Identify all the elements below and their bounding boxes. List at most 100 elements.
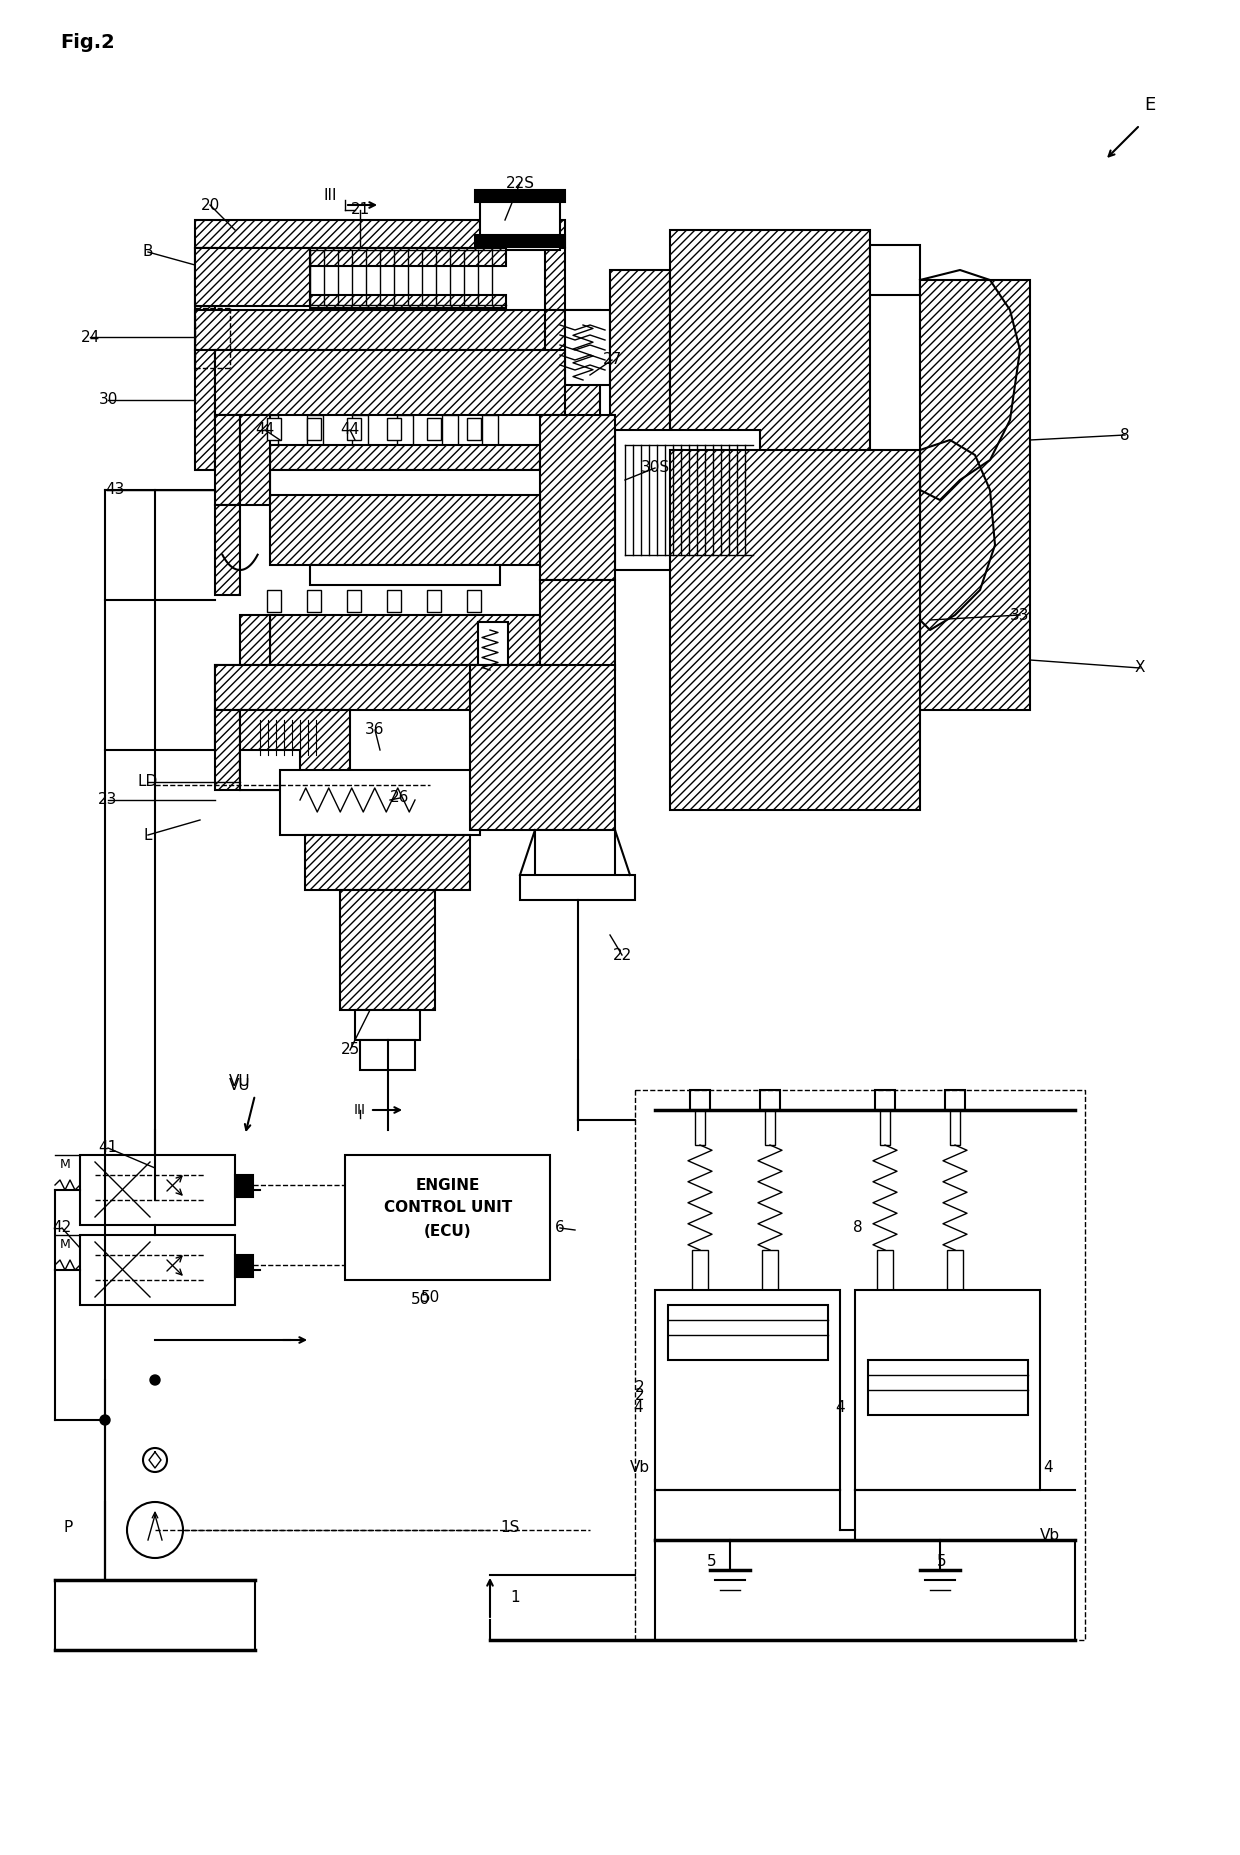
Bar: [215, 710, 241, 790]
Text: 33: 33: [1011, 607, 1029, 623]
Bar: [441, 416, 458, 445]
Bar: [765, 1109, 775, 1145]
Bar: [195, 310, 565, 351]
Bar: [692, 1250, 708, 1289]
Bar: [267, 590, 281, 612]
Bar: [270, 616, 539, 664]
Text: 41: 41: [98, 1141, 118, 1156]
Text: 22: 22: [613, 948, 631, 963]
Bar: [689, 1091, 711, 1109]
Text: M: M: [60, 1239, 71, 1252]
Text: M: M: [60, 1159, 71, 1172]
Text: 8: 8: [1120, 427, 1130, 443]
Text: 1S: 1S: [500, 1521, 520, 1536]
Bar: [215, 664, 565, 710]
Bar: [397, 416, 413, 445]
Text: 50: 50: [410, 1293, 429, 1308]
Text: 21: 21: [351, 202, 370, 217]
Bar: [875, 1091, 895, 1109]
Bar: [950, 1109, 960, 1145]
Bar: [610, 271, 670, 490]
Text: 43: 43: [105, 482, 125, 497]
Bar: [345, 1156, 551, 1280]
Bar: [360, 1041, 415, 1070]
Bar: [856, 1289, 1040, 1490]
Bar: [670, 230, 870, 549]
Bar: [195, 249, 310, 306]
Bar: [427, 417, 441, 440]
Text: (ECU): (ECU): [424, 1224, 471, 1239]
Text: 5: 5: [937, 1554, 947, 1569]
Bar: [267, 417, 281, 440]
Bar: [546, 310, 600, 440]
Text: VU: VU: [229, 1078, 250, 1093]
Bar: [270, 469, 546, 501]
Bar: [308, 416, 322, 445]
Bar: [539, 416, 615, 581]
Bar: [81, 1235, 236, 1306]
Text: 8: 8: [853, 1221, 863, 1235]
Bar: [215, 416, 241, 505]
Bar: [870, 245, 920, 295]
Bar: [668, 1306, 828, 1360]
Bar: [308, 590, 321, 612]
Text: 2: 2: [635, 1380, 645, 1395]
Bar: [195, 221, 565, 249]
Bar: [241, 616, 270, 664]
Text: Vb: Vb: [1040, 1527, 1060, 1543]
Circle shape: [143, 1449, 167, 1473]
Bar: [467, 417, 481, 440]
Bar: [241, 710, 350, 790]
Bar: [340, 890, 435, 1009]
Text: 5: 5: [707, 1554, 717, 1569]
Text: E: E: [1145, 96, 1156, 113]
Bar: [427, 590, 441, 612]
Circle shape: [126, 1503, 184, 1558]
Text: Vb: Vb: [630, 1460, 650, 1475]
Bar: [347, 417, 361, 440]
Bar: [241, 749, 300, 790]
Bar: [280, 770, 480, 835]
Bar: [475, 236, 565, 247]
Bar: [308, 417, 321, 440]
Text: X: X: [1135, 660, 1146, 675]
Text: 25: 25: [340, 1043, 360, 1057]
Bar: [880, 1109, 890, 1145]
Bar: [615, 430, 760, 569]
Bar: [467, 590, 481, 612]
Bar: [215, 664, 241, 749]
Bar: [475, 189, 565, 202]
Bar: [920, 280, 1030, 710]
Bar: [868, 1360, 1028, 1415]
Text: 36: 36: [366, 722, 384, 738]
Bar: [310, 566, 500, 584]
Text: 4: 4: [1043, 1460, 1053, 1475]
Bar: [877, 1250, 893, 1289]
Text: Fig.2: Fig.2: [60, 33, 115, 52]
Text: 20: 20: [201, 197, 219, 213]
Bar: [470, 664, 615, 829]
Bar: [694, 1109, 706, 1145]
Text: 4: 4: [634, 1401, 642, 1415]
Bar: [763, 1250, 777, 1289]
Bar: [262, 416, 278, 445]
Circle shape: [100, 1415, 110, 1425]
Bar: [947, 1250, 963, 1289]
Bar: [945, 1091, 965, 1109]
Bar: [236, 1174, 253, 1196]
Bar: [305, 835, 470, 890]
Bar: [195, 351, 215, 469]
Bar: [655, 1289, 839, 1490]
Bar: [270, 495, 539, 566]
Bar: [477, 621, 508, 677]
Bar: [387, 590, 401, 612]
Text: 22S: 22S: [506, 176, 534, 191]
Bar: [534, 829, 615, 885]
Text: 26: 26: [391, 790, 409, 805]
Circle shape: [150, 1375, 160, 1386]
Text: B: B: [143, 245, 154, 260]
Bar: [482, 416, 498, 445]
Bar: [81, 1156, 236, 1224]
Text: 6: 6: [556, 1221, 565, 1235]
Bar: [215, 351, 565, 416]
